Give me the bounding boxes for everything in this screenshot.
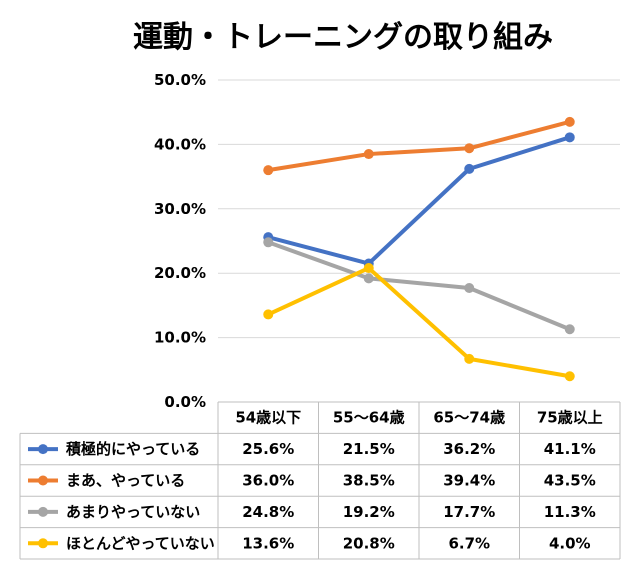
y-tick-label: 30.0% [154, 200, 206, 218]
data-table-cell: 11.3% [544, 503, 596, 521]
y-tick-label: 10.0% [154, 329, 206, 347]
grid-lines [218, 79, 620, 339]
legend-series-name: ほとんどやっていない [66, 534, 215, 552]
data-table-cell: 4.0% [549, 534, 591, 552]
data-table-cell: 19.2% [343, 503, 395, 521]
data-table-cell: 43.5% [544, 472, 596, 490]
y-tick-label: 0.0% [164, 393, 206, 411]
x-category-label: 54歳以下 [235, 409, 301, 427]
data-point [564, 324, 575, 335]
series-line [266, 135, 572, 266]
y-axis-ticks: 0.0% 10.0% 20.0% 30.0% 40.0% 50.0% [154, 71, 206, 411]
data-point [263, 165, 274, 176]
legend-series-name: まあ、やっている [66, 472, 185, 490]
x-category-label: 75歳以上 [537, 409, 603, 427]
data-table-cell: 6.7% [448, 534, 490, 552]
legend-key-marker [38, 444, 48, 455]
y-tick-label: 40.0% [154, 135, 206, 153]
legend-key-marker [38, 475, 48, 486]
data-point [263, 237, 274, 248]
data-point [464, 353, 475, 364]
data-table-cell: 36.0% [242, 472, 294, 490]
series-line [266, 266, 572, 379]
series-line [266, 119, 572, 173]
y-tick-label: 20.0% [154, 264, 206, 282]
data-point [564, 116, 575, 127]
data-table-cell: 17.7% [443, 503, 495, 521]
data-table-cell: 21.5% [343, 440, 395, 458]
data-point [363, 263, 374, 274]
chart-title: 運動・トレーニングの取り組み [133, 20, 553, 55]
series-lines [266, 119, 572, 379]
series-points [263, 116, 575, 382]
legend-key-marker [38, 538, 48, 549]
x-category-label: 55〜64歳 [333, 409, 405, 427]
data-point [363, 149, 374, 160]
data-point [363, 273, 374, 284]
data-table-cell: 41.1% [544, 440, 596, 458]
y-tick-label: 50.0% [154, 71, 206, 89]
data-point [464, 143, 475, 154]
data-table-cell: 24.8% [242, 503, 294, 521]
data-point [564, 132, 575, 143]
series-line [266, 240, 572, 332]
data-table-cell: 38.5% [343, 472, 395, 490]
data-table-cell: 13.6% [242, 534, 294, 552]
data-point [464, 163, 475, 174]
data-table-cell: 25.6% [242, 440, 294, 458]
legend-series-name: 積極的にやっている [65, 440, 200, 458]
data-point [464, 283, 475, 294]
data-point [263, 309, 274, 320]
legend-key-marker [38, 506, 48, 517]
data-table-cell: 20.8% [343, 534, 395, 552]
data-table-cell: 36.2% [443, 440, 495, 458]
data-table-cell: 39.4% [443, 472, 495, 490]
x-category-label: 65〜74歳 [433, 409, 505, 427]
legend-series-name: あまりやっていない [66, 503, 200, 521]
data-point [564, 371, 575, 382]
